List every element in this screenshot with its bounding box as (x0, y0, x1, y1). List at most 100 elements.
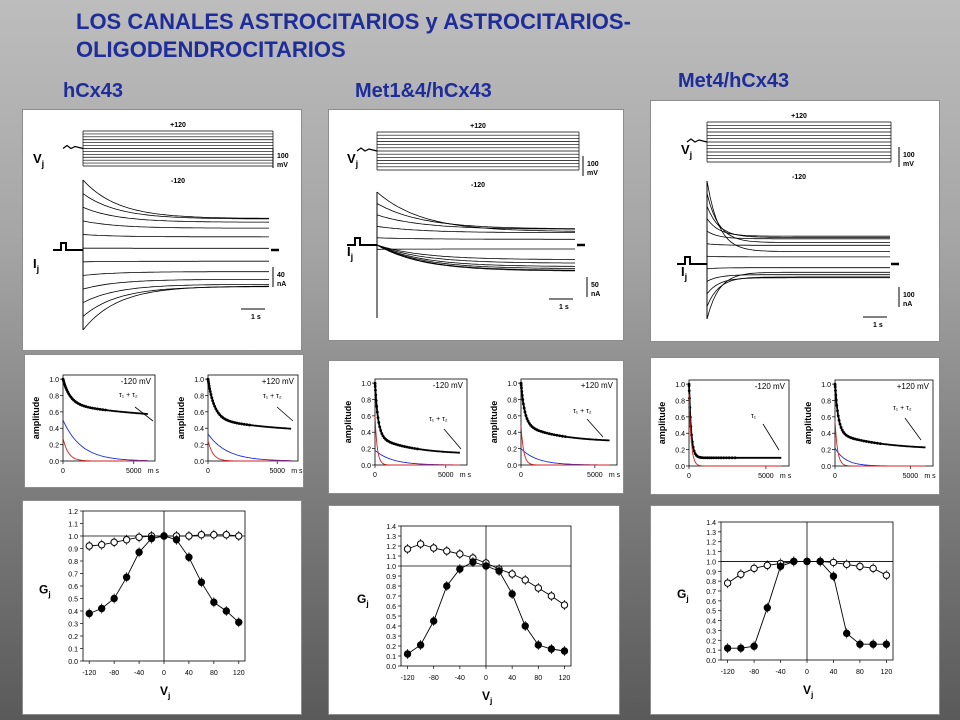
gj-y-tick-label: 0.2 (386, 644, 396, 651)
decay-data-point (398, 444, 402, 447)
gj-point-filled (723, 644, 732, 652)
current-trace (706, 243, 890, 246)
gj-x-tick-label: 80 (534, 675, 542, 682)
gj-y-tick-label: 1.0 (68, 534, 78, 541)
decay-y-axis-label: amplitude (343, 401, 353, 444)
decay-y-tick-label: 0.4 (507, 430, 517, 437)
gj-x-tick-label: -80 (749, 669, 759, 676)
gj-point-filled (856, 640, 864, 648)
gj-x-tick-label: 40 (508, 675, 516, 682)
trace-figure: +120 -120 Vj 100 mV Ij 40 nA 1 s (33, 122, 289, 331)
decay-x-tick-label: 5000 (438, 472, 454, 479)
decay-voltage-label: +120 mV (262, 377, 295, 386)
decay-data-point (101, 408, 105, 412)
gj-point-filled (456, 565, 464, 573)
decay-data-point (240, 422, 244, 426)
gj-x-tick-label: 40 (185, 670, 193, 677)
voltage-max-label: +120 (470, 123, 486, 130)
voltage-min-label: -120 (792, 174, 806, 181)
gj-y-tick-label: 0.5 (68, 597, 78, 604)
voltage-baseline (356, 147, 378, 152)
gj-x-axis-label: Vj (803, 683, 813, 700)
decay-data-point (558, 434, 561, 438)
decay-y-tick-label: 0.4 (49, 426, 59, 433)
voltage-scale-unit: mV (903, 161, 914, 168)
decay-data-point (706, 456, 709, 460)
decay-data-point (836, 414, 840, 418)
gj-point-filled (776, 562, 785, 571)
gj-point-filled (763, 604, 772, 612)
time-scale-label: 1 s (873, 322, 883, 329)
decay-voltage-label: -120 mV (121, 377, 152, 386)
decay-y-tick-label: 0.8 (821, 398, 831, 405)
gj-y-tick-label: 0.1 (706, 648, 716, 655)
decay-x-tick-label: 0 (373, 472, 377, 479)
current-trace (706, 218, 890, 237)
gj-point-filled (882, 640, 891, 648)
decay-data-point (714, 456, 718, 460)
gj-y-tick-label: 0.2 (706, 638, 716, 645)
voltage-scale-unit: mV (587, 170, 598, 177)
decay-x-tick-label: 5000 (269, 468, 285, 475)
gj-x-tick-label: -80 (109, 670, 119, 677)
current-scale-value: 40 (277, 272, 285, 279)
gj-y-tick-label: 1.2 (68, 509, 78, 516)
decay-y-tick-label: 0.6 (361, 414, 371, 421)
gj-point-open (737, 570, 745, 578)
current-trace (376, 203, 575, 229)
decay-data-point (555, 433, 559, 437)
decay-data-point (834, 393, 838, 397)
gj-point-open (416, 540, 425, 548)
gj-point-filled (160, 532, 168, 540)
decay-data-point (373, 384, 377, 388)
decay-fit-component (834, 420, 926, 467)
gj-y-tick-label: 0.4 (706, 619, 716, 626)
decay-y-tick-label: 0.2 (507, 447, 517, 454)
gj-y-tick-label: 1.0 (706, 559, 716, 566)
gj-y-tick-label: 0.3 (68, 622, 78, 629)
decay-annotation-arrow (586, 418, 604, 438)
decay-y-tick-label: 0.0 (194, 459, 204, 466)
decay-plot-frame (834, 379, 934, 467)
decay-data-point (525, 417, 529, 420)
decay-data-point (862, 439, 866, 443)
gj-point-filled (803, 557, 811, 566)
decay-x-tick-label: 0 (519, 472, 523, 479)
gj-y-axis-label: Gj (357, 592, 369, 609)
decay-data-point (208, 390, 212, 393)
decay-y-tick-label: 0.4 (675, 431, 685, 438)
decay-x-tick-label: 5000 (126, 468, 142, 475)
voltage-scale-value: 100 (903, 152, 915, 159)
decay-data-point (413, 447, 417, 450)
voltage-scale-value: 100 (587, 161, 599, 168)
gj-point-open (185, 532, 193, 540)
decay-data-point (733, 456, 737, 460)
decay-data-point (400, 444, 404, 448)
decay-fit-component (374, 415, 460, 466)
current-scale-value: 100 (903, 292, 915, 299)
gj-x-tick-label: 0 (484, 675, 488, 682)
decay-data-point (374, 393, 378, 397)
decay-y-tick-label: 0.8 (194, 393, 204, 400)
current-trace (706, 271, 890, 320)
decay-x-unit: m s (609, 472, 621, 479)
gj-point-filled (750, 642, 758, 650)
decay-x-unit: m s (148, 468, 160, 475)
slide-title: LOS CANALES ASTROCITARIOS y ASTROCITARIO… (76, 8, 796, 64)
gj-y-tick-label: 0.1 (386, 654, 396, 661)
gj-point-open (456, 550, 464, 558)
decay-data-trace (207, 378, 292, 430)
gj-y-tick-label: 0.9 (706, 569, 716, 576)
current-trace (376, 191, 576, 232)
decay-data-point (375, 410, 379, 414)
gj-point-open (443, 547, 451, 555)
gj-point-filled (869, 640, 877, 648)
decay-data-point (521, 398, 525, 401)
decay-data-point (380, 432, 384, 435)
decay-y-tick-label: 1.0 (361, 381, 371, 388)
decay-data-point (233, 421, 236, 424)
decay-y-tick-label: 0.2 (675, 448, 685, 455)
gj-point-open (723, 579, 732, 587)
decay-data-point (524, 414, 528, 417)
current-trace (82, 220, 269, 229)
